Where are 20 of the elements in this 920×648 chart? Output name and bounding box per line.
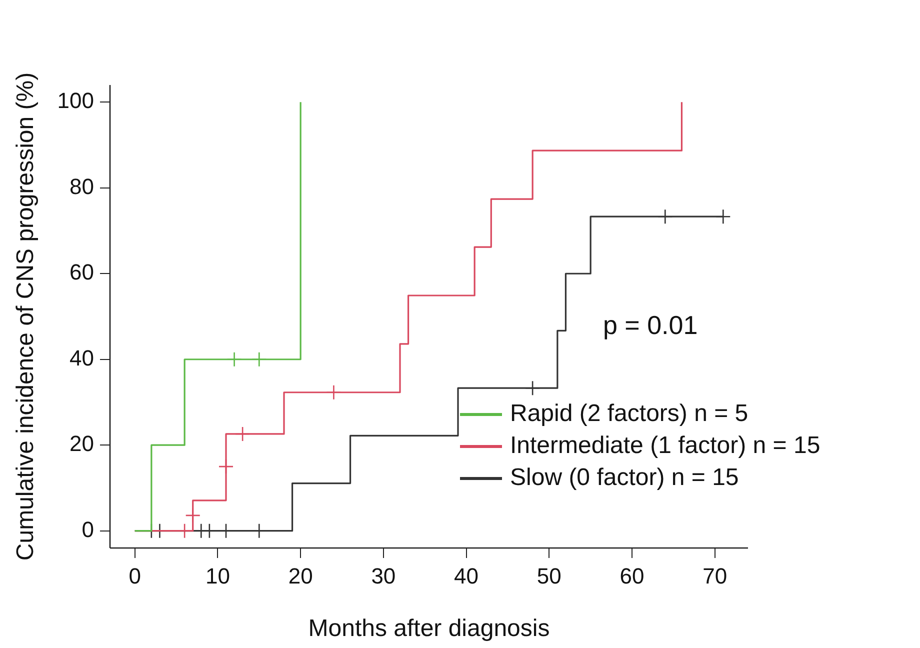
- y-tick-label: 0: [82, 516, 94, 542]
- legend-label: Intermediate (1 factor) n = 15: [510, 432, 820, 460]
- y-tick-label: 40: [70, 345, 94, 370]
- x-tick-label: 20: [288, 563, 313, 588]
- x-tick-label: 60: [620, 563, 644, 588]
- x-tick-label: 70: [702, 563, 728, 588]
- y-tick-label: 100: [57, 88, 94, 114]
- x-tick-label: 10: [205, 563, 230, 588]
- legend-label: Slow (0 factor) n = 15: [510, 464, 739, 492]
- x-tick-label: 50: [536, 563, 562, 588]
- legend-label: Rapid (2 factors) n = 5: [510, 400, 748, 428]
- y-tick-label: 20: [70, 431, 94, 456]
- y-axis-title: Cumulative incidence of CNS progression (%): [12, 72, 40, 561]
- y-tick-label: 60: [70, 260, 94, 285]
- x-axis-title: Months after diagnosis: [308, 615, 550, 642]
- annotation: p = 0.01: [603, 310, 698, 341]
- x-tick-label: 40: [454, 563, 479, 588]
- y-tick-label: 80: [70, 174, 94, 199]
- x-tick-label: 30: [371, 563, 396, 588]
- x-tick-label: 0: [128, 563, 141, 588]
